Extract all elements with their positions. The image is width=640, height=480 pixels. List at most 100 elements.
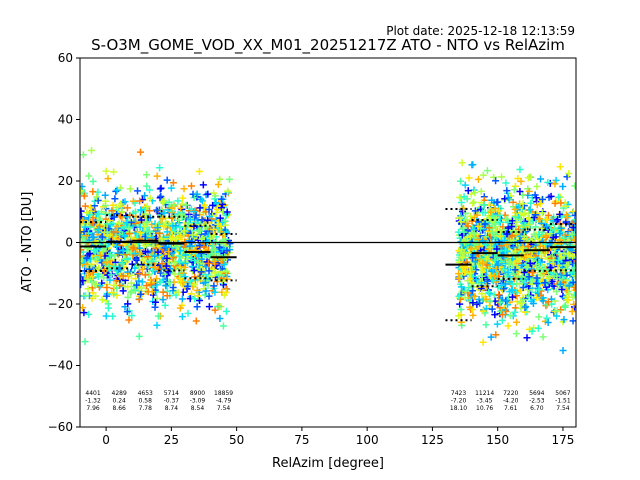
scatter-point [487, 208, 495, 216]
scatter-point [525, 187, 533, 195]
scatter-point [469, 299, 477, 307]
scatter-point [486, 243, 494, 251]
scatter-point [103, 220, 111, 228]
bin-stat-label: -2.53 [529, 398, 545, 405]
scatter-point [471, 292, 479, 300]
scatter-point [173, 235, 181, 243]
scatter-point [82, 291, 90, 299]
scatter-point [128, 312, 136, 320]
scatter-point [81, 223, 89, 231]
bin-stat-label: 4289 [112, 390, 127, 397]
scatter-point [497, 308, 505, 316]
scatter-point [516, 300, 524, 308]
bin-stat-label: 11214 [475, 390, 494, 397]
scatter-point [135, 277, 143, 285]
scatter-point [132, 255, 140, 263]
scatter-point [113, 291, 121, 299]
scatter-point [560, 267, 568, 275]
scatter-point [117, 200, 125, 208]
scatter-point [464, 187, 472, 195]
scatter-point [557, 271, 565, 279]
scatter-point [564, 296, 572, 304]
scatter-point [562, 202, 570, 210]
scatter-point [89, 234, 97, 242]
scatter-point [165, 278, 173, 286]
scatter-point [204, 216, 212, 224]
scatter-point [151, 298, 159, 306]
scatter-point [141, 192, 149, 200]
scatter-point [495, 291, 503, 299]
scatter-point [206, 234, 214, 242]
scatter-point [571, 182, 576, 190]
scatter-point [202, 287, 210, 295]
scatter-point [180, 227, 188, 235]
scatter-point [168, 204, 176, 212]
scatter-point [490, 272, 498, 280]
scatter-point [141, 222, 149, 230]
bin-stat-label: 7220 [503, 390, 518, 397]
scatter-point [529, 269, 537, 277]
scatter-point [483, 167, 491, 175]
scatter-point [80, 215, 88, 223]
scatter-point [504, 268, 512, 276]
scatter-point [143, 282, 151, 290]
scatter-point [562, 261, 570, 269]
scatter-point [493, 245, 501, 253]
scatter-point [503, 297, 511, 305]
scatter-point [193, 190, 201, 198]
scatter-point [484, 277, 492, 285]
y-tick-label: −20 [48, 297, 73, 311]
scatter-point [178, 313, 186, 321]
scatter-point [456, 214, 464, 222]
scatter-point [522, 264, 530, 272]
scatter-point [226, 240, 234, 248]
scatter-point [471, 240, 479, 248]
scatter-point [504, 218, 512, 226]
bin-stat-label: -3.09 [190, 398, 206, 405]
scatter-point [497, 242, 505, 250]
bin-stat-label: 5714 [164, 390, 179, 397]
scatter-point [146, 207, 154, 215]
scatter-point [183, 282, 191, 290]
scatter-point [501, 247, 509, 255]
y-axis-ticks: −60 −40 −20 0 20 40 60 [48, 51, 80, 434]
scatter-point [520, 254, 528, 262]
scatter-point [491, 205, 499, 213]
scatter-point [81, 202, 89, 210]
bin-stat-label: 7423 [451, 390, 466, 397]
scatter-point [466, 303, 474, 311]
scatter-point [538, 209, 546, 217]
scatter-point [201, 271, 209, 279]
scatter-point [103, 228, 111, 236]
scatter-point [502, 280, 510, 288]
scatter-point [113, 186, 121, 194]
scatter-point [556, 240, 564, 248]
scatter-point [570, 264, 576, 272]
scatter-point [494, 261, 502, 269]
scatter-point [188, 237, 196, 245]
scatter-point [504, 322, 512, 330]
scatter-point [557, 306, 565, 314]
bin-stat-label: 8.74 [165, 405, 179, 412]
scatter-point [455, 292, 463, 300]
scatter-point [568, 230, 576, 238]
scatter-point [470, 229, 478, 237]
bin-stat-label: -4.79 [216, 398, 232, 405]
scatter-point [192, 211, 200, 219]
scatter-point [526, 206, 534, 214]
scatter-point [110, 228, 118, 236]
scatter-point [169, 266, 177, 274]
scatter-point [529, 217, 537, 225]
bin-stat-label: 0.58 [139, 398, 153, 405]
scatter-point [492, 331, 500, 339]
scatter-point [504, 194, 512, 202]
scatter-point [223, 208, 231, 216]
scatter-point [197, 268, 205, 276]
scatter-point [111, 262, 119, 270]
bin-stat-label: 10.76 [476, 405, 493, 412]
scatter-point [103, 284, 111, 292]
scatter-point [467, 268, 475, 276]
scatter-point [217, 195, 225, 203]
scatter-point [535, 313, 543, 321]
scatter-point [524, 174, 532, 182]
